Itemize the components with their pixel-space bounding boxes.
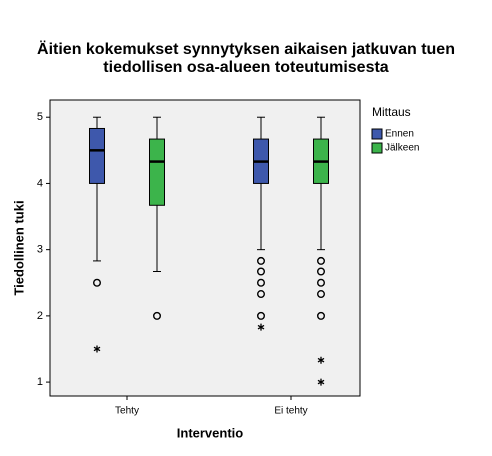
outlier: [257, 267, 266, 276]
outlier: [317, 256, 326, 265]
outlier: [257, 256, 266, 265]
outlier: [317, 267, 326, 276]
outlier: [317, 278, 326, 287]
y-tick-label: 1: [37, 376, 43, 388]
x-tick-label: Tehty: [115, 406, 139, 417]
box: [149, 138, 165, 206]
y-tick-label: 3: [37, 244, 43, 256]
outlier: [257, 311, 266, 320]
x-axis-label: Interventio: [177, 425, 244, 440]
outlier: [257, 278, 266, 287]
box: [89, 127, 105, 184]
legend-label: Ennen: [385, 129, 414, 140]
outlier: [317, 311, 326, 320]
legend-swatch: [371, 142, 383, 154]
extreme: [93, 345, 101, 353]
extreme: [317, 356, 325, 364]
extreme: [257, 323, 265, 331]
outlier: [257, 290, 266, 299]
y-tick-label: 2: [37, 310, 43, 322]
legend-title: Mittaus: [372, 105, 411, 119]
outlier: [317, 290, 326, 299]
legend-swatch: [371, 128, 383, 140]
outlier: [92, 278, 101, 287]
chart-title: tiedollisen osa-alueen toteutumisesta: [103, 59, 389, 76]
chart-title: Äitien kokemukset synnytyksen aikaisen j…: [37, 40, 455, 58]
extreme: [317, 378, 325, 386]
outlier: [152, 311, 161, 320]
y-tick-label: 4: [37, 177, 43, 189]
y-tick-label: 5: [37, 111, 43, 123]
x-tick-label: Ei tehty: [274, 406, 307, 417]
y-axis-label: Tiedollinen tuki: [11, 200, 26, 295]
legend-label: Jälkeen: [385, 143, 419, 154]
